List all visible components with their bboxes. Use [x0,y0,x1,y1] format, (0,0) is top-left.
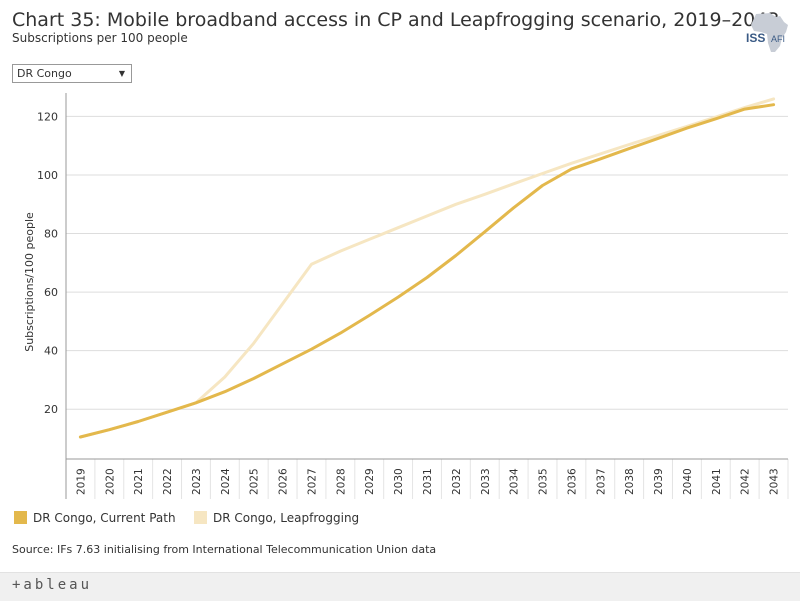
x-tick-label-2020: 2020 [104,468,116,495]
x-tick-label-2039: 2039 [653,468,665,495]
x-tick-label-2035: 2035 [538,468,550,495]
chart-subtitle: Subscriptions per 100 people [12,31,188,45]
tableau-logo-icon[interactable]: +ableau [12,577,93,593]
x-tick-label-2021: 2021 [133,468,145,495]
x-tick-label-2025: 2025 [249,468,261,495]
y-axis-title: Subscriptions/100 people [23,212,36,352]
legend-label-current-path: DR Congo, Current Path [33,511,176,525]
x-tick-label-2033: 2033 [480,468,492,495]
y-tick-label-40: 40 [44,345,58,358]
dropdown-caret-icon: ▼ [118,69,125,78]
x-tick-label-2043: 2043 [769,468,781,495]
x-tick-label-2038: 2038 [624,468,636,495]
x-tick-label-2024: 2024 [220,468,232,495]
legend-swatch-current-path [14,511,27,524]
source-note: Source: IFs 7.63 initialising from Inter… [12,543,437,556]
x-tick-label-2034: 2034 [509,468,521,495]
y-tick-label-60: 60 [44,286,58,299]
x-tick-label-2040: 2040 [682,468,694,495]
x-tick-label-2037: 2037 [595,468,607,495]
legend-label-leapfrogging: DR Congo, Leapfrogging [213,511,360,525]
logo-iss-text: ISS [746,31,765,45]
x-tick-label-2036: 2036 [566,468,578,495]
x-tick-label-2041: 2041 [711,468,723,495]
y-tick-label-80: 80 [44,228,58,241]
x-tick-label-2030: 2030 [393,468,405,495]
y-tick-label-100: 100 [37,169,58,182]
x-tick-label-2026: 2026 [278,468,290,495]
iss-afi-logo: ISS AFI [746,13,788,52]
x-tick-label-2022: 2022 [162,468,174,495]
x-tick-label-2032: 2032 [451,468,463,495]
logo-afi-text: AFI [771,34,785,44]
x-tick-label-2027: 2027 [306,468,318,495]
legend-swatch-leapfrogging [194,511,207,524]
tableau-footer: +ableau [0,572,800,601]
legend-item-leapfrogging[interactable]: DR Congo, Leapfrogging [194,511,359,527]
x-tick-label-2019: 2019 [75,468,87,495]
country-filter-dropdown[interactable]: DR Congo ▼ [12,64,132,83]
legend-item-current-path[interactable]: DR Congo, Current Path [14,511,176,527]
y-tick-label-20: 20 [44,403,58,416]
x-tick-label-2031: 2031 [422,468,434,495]
africa-map-icon [751,13,788,52]
x-tick-label-2029: 2029 [364,468,376,495]
chart-title: Chart 35: Mobile broadband access in CP … [12,9,780,31]
x-tick-label-2042: 2042 [740,468,752,495]
country-filter-value: DR Congo [17,67,72,80]
series-line-leapfrogging [78,97,776,439]
x-tick-label-2028: 2028 [335,468,347,495]
y-tick-label-120: 120 [37,110,58,123]
series-line-current-path [78,103,776,439]
x-tick-label-2023: 2023 [191,468,203,495]
